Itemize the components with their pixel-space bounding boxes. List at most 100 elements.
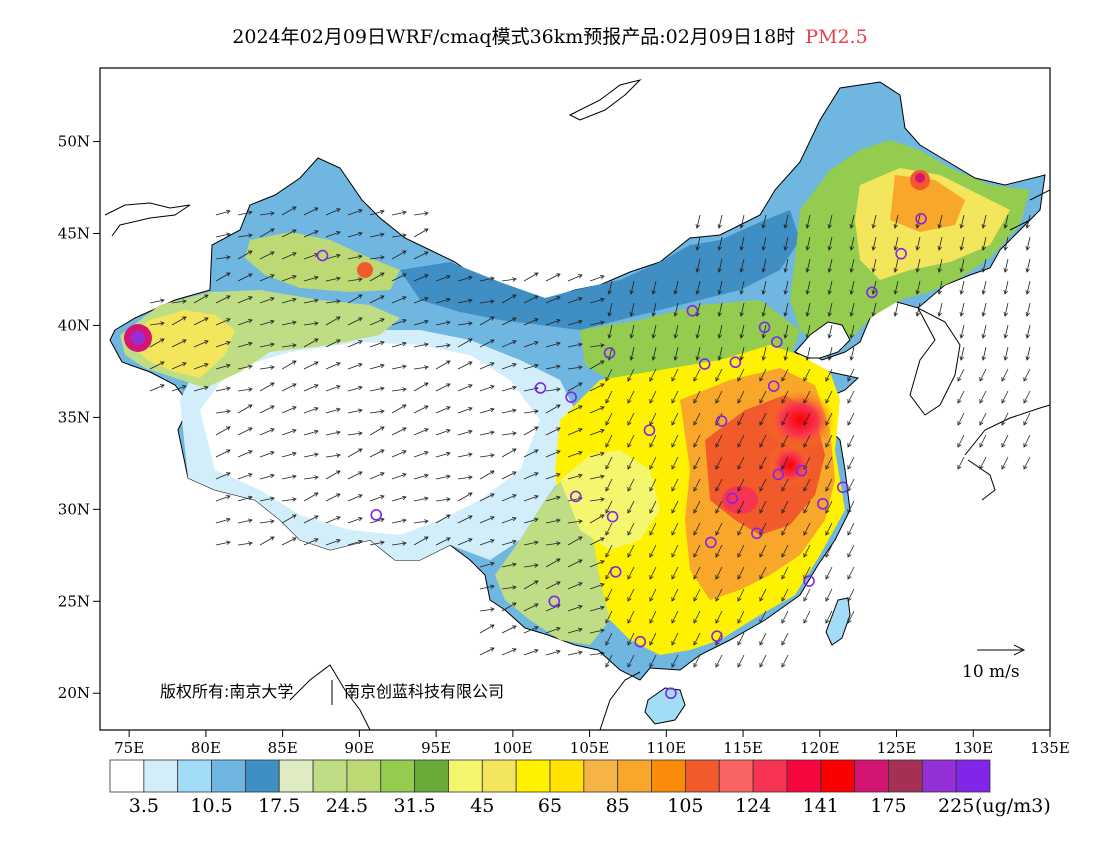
wind-arrowhead (759, 574, 764, 580)
wind-arrow (825, 368, 833, 382)
wind-arrowhead (335, 316, 341, 321)
wind-arrowhead (1025, 356, 1030, 361)
wind-arrow (413, 536, 429, 546)
wind-arrowhead (556, 649, 561, 655)
wind-arrow (916, 236, 921, 251)
wind-arrowhead (269, 382, 275, 387)
wind-arrow (1004, 346, 1009, 361)
wind-arrowhead (225, 272, 231, 277)
wind-arrowhead (605, 442, 610, 448)
wind-arrow (457, 299, 473, 304)
wind-arrowhead (849, 224, 854, 229)
wind-arrowhead (761, 268, 766, 273)
title-main: 2024年02月09日WRF/cmaq模式36km预报产品:02月09日18时 (232, 26, 796, 48)
wind-arrowhead (534, 363, 539, 369)
wind-arrowhead (783, 334, 788, 339)
wind-arrowhead (605, 662, 610, 668)
wind-arrow (281, 275, 297, 282)
wind-arrow (1026, 236, 1031, 251)
city-marker (767, 380, 780, 392)
wind-arrow (960, 236, 965, 251)
wind-arrow (938, 302, 943, 317)
wind-arrow (413, 405, 429, 414)
wind-arrow (938, 236, 943, 251)
wind-arrow (237, 404, 253, 414)
wind-arrowhead (511, 362, 517, 368)
wind-arrowhead (715, 574, 720, 580)
wind-arrowhead (671, 376, 676, 382)
wind-arrowhead (270, 473, 275, 479)
wind-arrowhead (401, 450, 407, 455)
wind-arrowhead (424, 211, 429, 216)
wind-arrow (325, 277, 341, 282)
wind-arrowhead (248, 341, 253, 347)
wind-arrowhead (1003, 356, 1008, 361)
wind-arrowhead (446, 474, 451, 479)
wind-arrowhead (468, 298, 473, 303)
wind-arrowhead (226, 409, 231, 414)
wind-arrowhead (671, 508, 676, 514)
wind-arrowhead (605, 398, 610, 404)
wind-arrowhead (489, 647, 495, 652)
colorbar-swatch (177, 759, 212, 793)
wind-arrow (589, 452, 605, 458)
wind-arrowhead (847, 618, 852, 624)
wind-arrowhead (248, 233, 253, 238)
wind-arrow (825, 610, 833, 624)
wind-arrow (850, 280, 855, 295)
wind-arrow (303, 299, 319, 304)
wind-arrowhead (335, 470, 341, 475)
colorbar-swatch (684, 759, 720, 793)
wind-arrowhead (959, 268, 964, 273)
colorbar-swatch (346, 759, 382, 793)
wind-arrow (281, 360, 297, 370)
wind-arrow (171, 385, 187, 392)
wind-arrow (281, 452, 297, 458)
wind-arrowhead (424, 342, 429, 347)
wind-arrow (649, 368, 657, 382)
wind-arrowhead (693, 574, 698, 580)
wind-arrow (347, 232, 363, 238)
wind-arrow (649, 654, 657, 668)
colorbar-swatch (448, 759, 483, 793)
wind-arrowhead (847, 442, 852, 448)
wind-arrowhead (781, 618, 786, 624)
wind-arrowhead (739, 224, 744, 229)
wind-arrowhead (423, 382, 429, 387)
wind-arrow (281, 429, 297, 436)
wind-arrowhead (533, 318, 539, 323)
wind-arrowhead (693, 530, 698, 536)
wind-arrow (1004, 280, 1009, 295)
wind-arrowhead (357, 494, 363, 499)
wind-arrowhead (204, 385, 209, 391)
wind-arrow (737, 434, 745, 448)
wind-arrowhead (915, 312, 920, 317)
wind-arrow (545, 604, 561, 612)
wind-arrow (825, 588, 833, 602)
wind-arrowhead (673, 312, 678, 317)
wind-arrowhead (979, 376, 984, 382)
city-marker (866, 286, 878, 299)
wind-arrow (671, 632, 679, 646)
wind-arrowhead (715, 618, 720, 624)
wind-arrowhead (402, 495, 407, 501)
colorbar: 3.5 10.5 17.5 24.5 31.5 45 65 85 105 124 141 175 225 (109, 759, 991, 817)
wind-arrow (605, 522, 613, 536)
wind-arrow (413, 212, 429, 216)
wind-vector-layer (149, 206, 1031, 668)
wind-arrowhead (489, 470, 495, 475)
wind-arrowhead (467, 492, 473, 497)
wind-arrow (479, 585, 495, 590)
wind-arrowhead (490, 299, 495, 304)
wind-arrow (627, 500, 635, 514)
wind-arrowhead (358, 431, 363, 436)
wind-arrowhead (401, 296, 407, 301)
wind-arrowhead (555, 427, 561, 432)
wind-arrow (567, 628, 583, 634)
wind-arrow (693, 632, 701, 646)
wind-arrowhead (578, 650, 583, 655)
wind-arrowhead (577, 428, 583, 433)
wind-arrow (303, 476, 319, 480)
wind-arrowhead (489, 538, 495, 544)
wind-arrowhead (335, 538, 341, 544)
